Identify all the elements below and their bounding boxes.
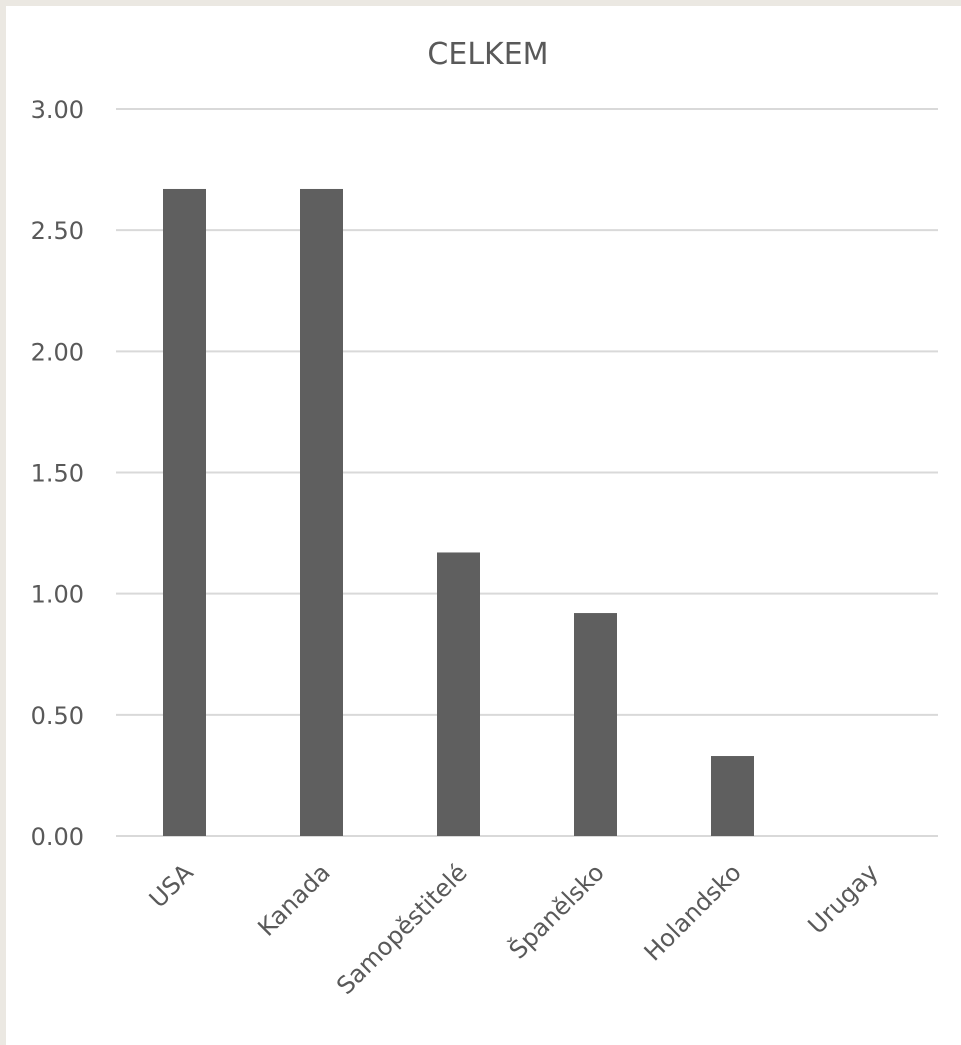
bar-chart: CELKEM 0.00 0.50 1.00 1.50 2.00 2.50 3.00 USA K… bbox=[31, 37, 938, 1000]
y-axis: 0.00 0.50 1.00 1.50 2.00 2.50 3.00 bbox=[31, 96, 84, 851]
x-tick-label: Kanada bbox=[252, 858, 335, 941]
bars bbox=[163, 188, 754, 837]
gridlines bbox=[116, 108, 938, 837]
bar-španělsko bbox=[574, 613, 617, 836]
y-tick-label: 1.00 bbox=[31, 581, 84, 609]
y-tick-label: 1.50 bbox=[31, 460, 84, 488]
bar-kanada bbox=[300, 188, 343, 837]
x-tick-label: Samopěstitelé bbox=[331, 858, 473, 1000]
chart-title: CELKEM bbox=[427, 37, 548, 72]
x-tick-label: Urugay bbox=[803, 858, 884, 939]
y-tick-label: 2.50 bbox=[31, 217, 84, 245]
y-tick-label: 0.00 bbox=[31, 823, 84, 851]
x-tick-label: USA bbox=[144, 858, 199, 913]
bar-usa bbox=[163, 188, 206, 837]
x-tick-label: Španělsko bbox=[502, 857, 610, 965]
y-tick-label: 2.00 bbox=[31, 338, 84, 366]
bar-holandsko bbox=[711, 756, 754, 836]
bar-samopěstitelé bbox=[437, 552, 480, 836]
chart-area: CELKEM 0.00 0.50 1.00 1.50 2.00 2.50 3.00 USA K… bbox=[6, 6, 961, 1045]
x-tick-label: Holandsko bbox=[639, 858, 747, 966]
y-tick-label: 3.00 bbox=[31, 96, 84, 124]
y-tick-label: 0.50 bbox=[31, 702, 84, 730]
